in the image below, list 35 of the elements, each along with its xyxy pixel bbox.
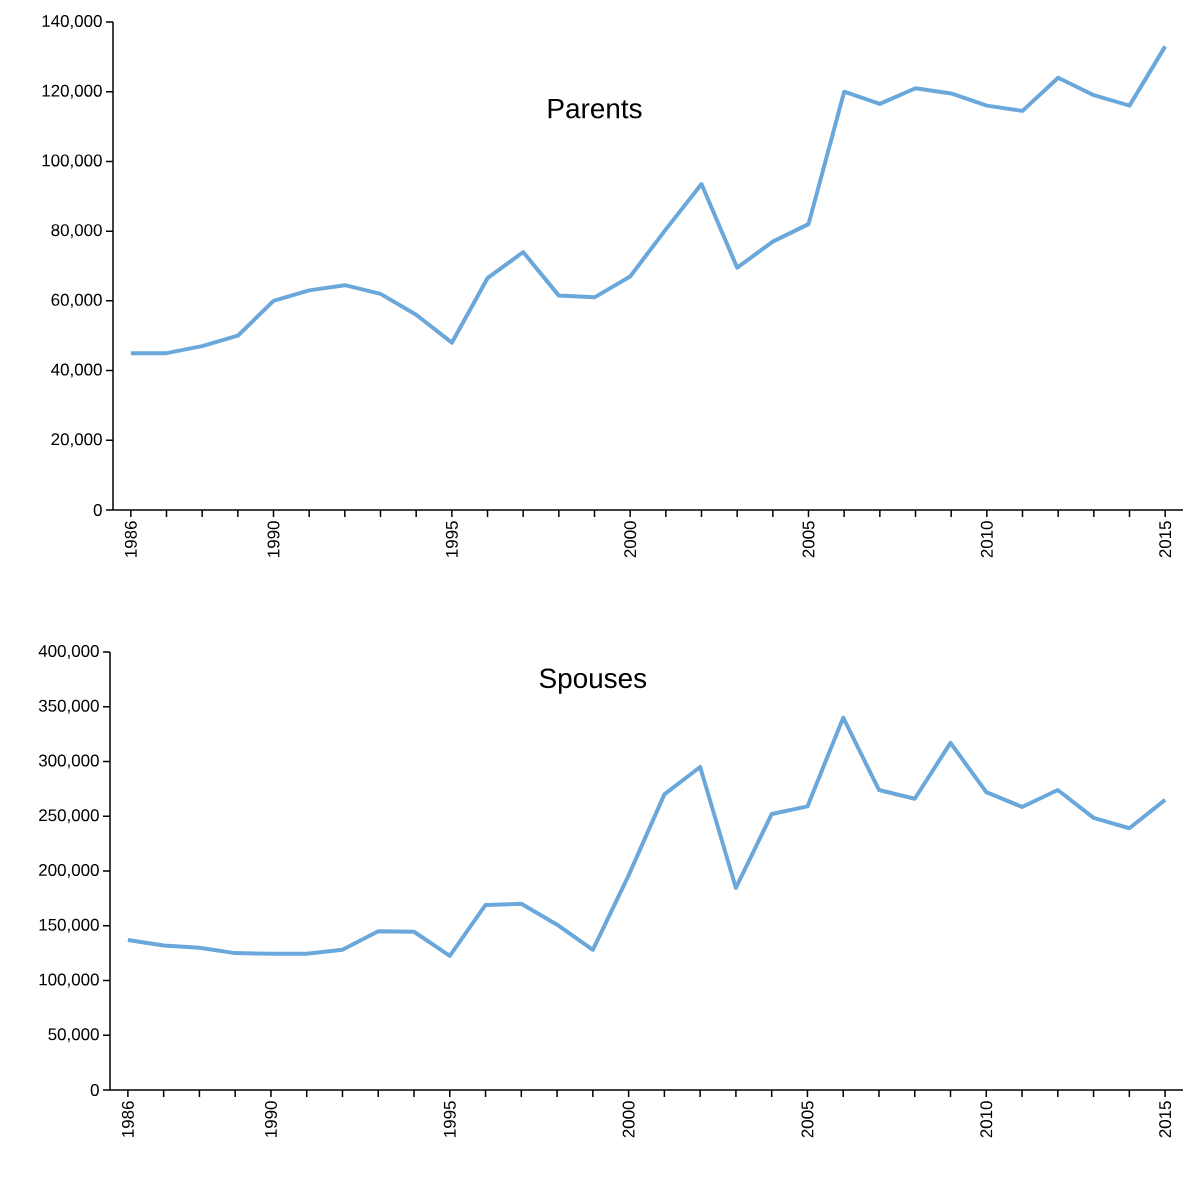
x-tick-label: 1990 <box>264 1101 277 1137</box>
y-tick-label: 200,000 <box>39 864 99 878</box>
y-tick-label: 0 <box>93 503 102 516</box>
y-tick-label: 100,000 <box>42 154 102 169</box>
x-tick-label: 2005 <box>801 1101 814 1138</box>
x-tick-label: 2010 <box>980 1101 993 1138</box>
x-tick-label: 2005 <box>802 521 815 558</box>
y-tick-label: 300,000 <box>38 754 99 769</box>
y-tick-label: 20,000 <box>51 433 102 448</box>
x-tick-label: 1986 <box>121 1101 134 1137</box>
line-series <box>125 715 1168 958</box>
y-tick-label: 60,000 <box>51 293 102 308</box>
x-tick-label: 2015 <box>1159 521 1172 558</box>
y-tick-label: 50,000 <box>48 1028 99 1043</box>
line-series <box>128 44 1168 356</box>
y-tick-label: 150,000 <box>39 918 99 933</box>
x-tick-label: 1995 <box>445 521 458 557</box>
y-tick-label: 40,000 <box>51 363 102 378</box>
x-tick-label: 1986 <box>124 521 137 557</box>
x-tick-label: 2000 <box>622 1101 635 1138</box>
y-tick-label: 400,000 <box>38 644 99 659</box>
text: Parents <box>548 99 642 119</box>
text: Spouses <box>539 668 647 694</box>
x-tick-label: 2010 <box>980 521 993 558</box>
y-tick-label: 250,000 <box>39 809 99 824</box>
x-tick-label: 2015 <box>1159 1101 1172 1138</box>
y-tick-label: 350,000 <box>38 699 99 714</box>
x-tick-label: 1990 <box>267 521 280 557</box>
y-tick-label: 100,000 <box>39 973 99 988</box>
y-tick-label: 0 <box>90 1084 99 1096</box>
x-tick-label: 2000 <box>624 521 637 558</box>
y-tick-label: 120,000 <box>42 84 102 99</box>
y-tick-label: 80,000 <box>51 224 102 239</box>
y-tick-label: 140,000 <box>42 14 102 29</box>
x-tick-label: 1995 <box>443 1101 456 1137</box>
